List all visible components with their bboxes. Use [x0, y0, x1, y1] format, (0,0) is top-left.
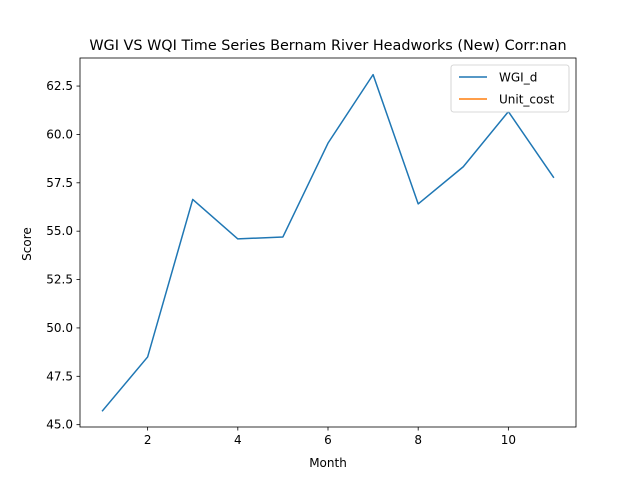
y-axis-label: Score [20, 227, 34, 261]
y-tick-label: 57.5 [46, 176, 73, 190]
y-tick-label: 45.0 [46, 418, 73, 432]
x-tick-label: 6 [324, 433, 332, 447]
y-tick-label: 62.5 [46, 79, 73, 93]
y-tick-label: 50.0 [46, 321, 73, 335]
plot-area: 2 4 6 8 10 45.0 47.5 50.0 52.5 55.0 57.5 60.0 62.5 [46, 57, 577, 447]
y-tick-label: 47.5 [46, 369, 73, 383]
legend-label: Unit_cost [499, 93, 555, 107]
x-tick-label: 8 [414, 433, 422, 447]
y-tick-label: 55.0 [46, 224, 73, 238]
legend-label: WGI_d [499, 71, 537, 85]
y-tick-label: 52.5 [46, 273, 73, 287]
y-tick-label: 60.0 [46, 127, 73, 141]
series-line-wgi-d [101, 73, 555, 412]
x-tick-label: 4 [234, 433, 242, 447]
x-axis-label: Month [309, 456, 347, 470]
legend: WGI_d Unit_cost [450, 64, 570, 113]
chart-title: WGI VS WQI Time Series Bernam River Head… [89, 38, 566, 54]
x-tick-label: 2 [144, 433, 152, 447]
x-tick-label: 10 [501, 433, 516, 447]
